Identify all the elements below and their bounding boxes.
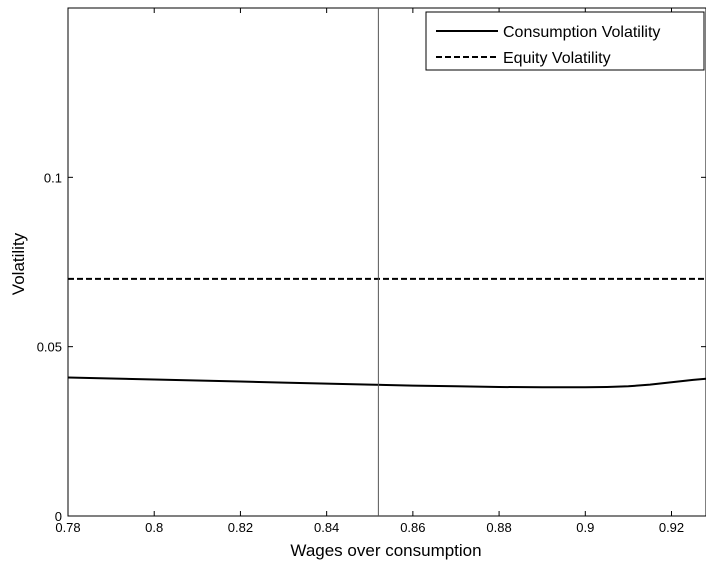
y-tick-label: 0 bbox=[55, 509, 62, 524]
x-tick-label: 0.84 bbox=[314, 520, 339, 535]
y-tick-label: 0.1 bbox=[44, 170, 62, 185]
x-tick-label: 0.9 bbox=[576, 520, 594, 535]
series-line-0 bbox=[67, 376, 706, 389]
x-tick-label: 0.82 bbox=[228, 520, 253, 535]
plot-frame bbox=[67, 7, 706, 517]
series-layer bbox=[67, 277, 706, 389]
legend-box bbox=[425, 11, 705, 71]
y-ticks: 0 0.05 0.1 bbox=[37, 170, 706, 524]
x-tick-label: 0.8 bbox=[145, 520, 163, 535]
x-axis-title: Wages over consumption bbox=[290, 541, 481, 560]
x-tick-label: 0.78 bbox=[55, 520, 80, 535]
x-tick-label: 0.88 bbox=[486, 520, 511, 535]
x-tick-label: 0.92 bbox=[659, 520, 684, 535]
legend-label-equity: Equity Volatility bbox=[503, 50, 611, 67]
y-tick-label: 0.05 bbox=[37, 340, 62, 355]
legend-label-consumption: Consumption Volatility bbox=[503, 24, 660, 41]
x-tick-label: 0.86 bbox=[400, 520, 425, 535]
y-axis-title: Volatility bbox=[9, 232, 28, 295]
legend: Consumption Volatility Equity Volatility bbox=[425, 11, 705, 71]
